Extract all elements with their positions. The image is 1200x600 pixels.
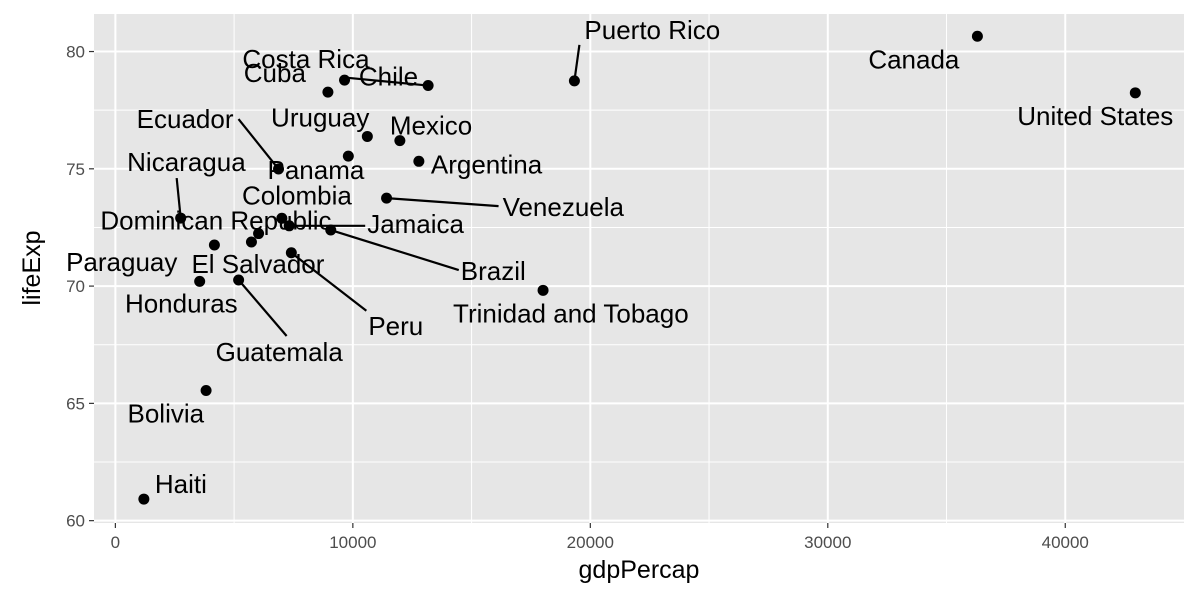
point-dominican-republic (253, 228, 265, 240)
y-tick-label: 75 (66, 160, 85, 179)
point-brazil (325, 224, 337, 236)
point-label-costa-rica: Costa Rica (242, 44, 370, 74)
point-label-el-salvador: El Salvador (191, 249, 324, 279)
x-tick-label: 40000 (1042, 533, 1089, 552)
y-tick-label: 65 (66, 394, 85, 413)
leader-line-peru (290, 251, 368, 312)
point-jamaica (283, 220, 295, 232)
x-axis-title: gdpPercap (579, 556, 700, 584)
x-tick-label: 20000 (567, 533, 614, 552)
y-tick-label: 60 (66, 512, 85, 531)
point-label-paraguay: Paraguay (66, 247, 177, 277)
leader-line-venezuela (386, 197, 499, 208)
x-tick-label: 0 (111, 533, 120, 552)
point-bolivia (200, 384, 212, 396)
point-label-jamaica: Jamaica (367, 209, 464, 239)
point-canada (971, 30, 983, 42)
point-label-honduras: Honduras (125, 288, 238, 318)
x-tick-label: 10000 (329, 533, 376, 552)
point-venezuela (381, 192, 393, 204)
point-label-trinidad-and-tobago: Trinidad and Tobago (453, 298, 689, 328)
point-argentina (413, 155, 425, 167)
point-label-bolivia: Bolivia (127, 398, 204, 428)
axis-ticks: 0 10000 20000 30000 40000 60 65 70 75 80 (66, 43, 1089, 552)
point-united-states (1129, 87, 1141, 99)
point-haiti (138, 493, 150, 505)
leader-line-chile (345, 76, 429, 87)
point-labels: Canada United States Puerto Rico ChileCosta… (66, 15, 1173, 499)
leader-line-puerto-rico (573, 44, 581, 82)
point-costa-rica (339, 74, 351, 86)
plot-panel (94, 14, 1184, 523)
x-tick-label: 30000 (804, 533, 851, 552)
point-label-cuba: Cuba (244, 58, 307, 88)
point-puerto-rico (568, 75, 580, 87)
point-label-canada: Canada (868, 44, 960, 74)
point-cuba (322, 86, 334, 98)
point-label-colombia: Colombia (242, 180, 352, 210)
point-uruguay (361, 130, 373, 142)
point-label-guatemala: Guatemala (216, 337, 344, 367)
point-label-united-states: United States (1017, 101, 1173, 131)
y-axis-title: lifeExp (18, 230, 46, 305)
point-peru (285, 247, 297, 259)
grid (94, 14, 1184, 523)
point-honduras (194, 275, 206, 287)
leader-line-ecuador (237, 118, 280, 170)
point-trinidad-and-tobago (537, 284, 549, 296)
leader-line-nicaragua (175, 177, 182, 219)
point-nicaragua (175, 212, 187, 224)
point-label-mexico: Mexico (390, 111, 472, 141)
y-tick-label: 70 (66, 277, 85, 296)
data-points (138, 30, 1141, 505)
point-chile (422, 80, 434, 92)
point-el-salvador (245, 236, 257, 248)
point-label-brazil: Brazil (461, 256, 526, 286)
point-guatemala (233, 274, 245, 286)
point-label-panama: Panama (267, 155, 364, 185)
point-panama (342, 150, 354, 162)
point-paraguay (208, 239, 220, 251)
point-ecuador (273, 163, 285, 175)
point-label-uruguay: Uruguay (271, 102, 369, 132)
point-mexico (394, 135, 406, 147)
point-label-haiti: Haiti (155, 469, 207, 499)
point-label-chile: Chile (359, 62, 418, 92)
point-colombia (276, 212, 288, 224)
point-label-nicaragua: Nicaragua (127, 147, 246, 177)
point-label-argentina: Argentina (431, 149, 543, 179)
label-leaders (175, 44, 581, 337)
point-label-dominican-republic: Dominican Republic (100, 206, 331, 236)
y-tick-label: 80 (66, 43, 85, 62)
leader-line-brazil (330, 228, 460, 272)
point-label-venezuela: Venezuela (503, 192, 625, 222)
point-label-ecuador: Ecuador (137, 104, 234, 134)
leader-line-guatemala (237, 279, 288, 337)
point-label-puerto-rico: Puerto Rico (584, 15, 720, 45)
point-label-peru: Peru (368, 311, 423, 341)
